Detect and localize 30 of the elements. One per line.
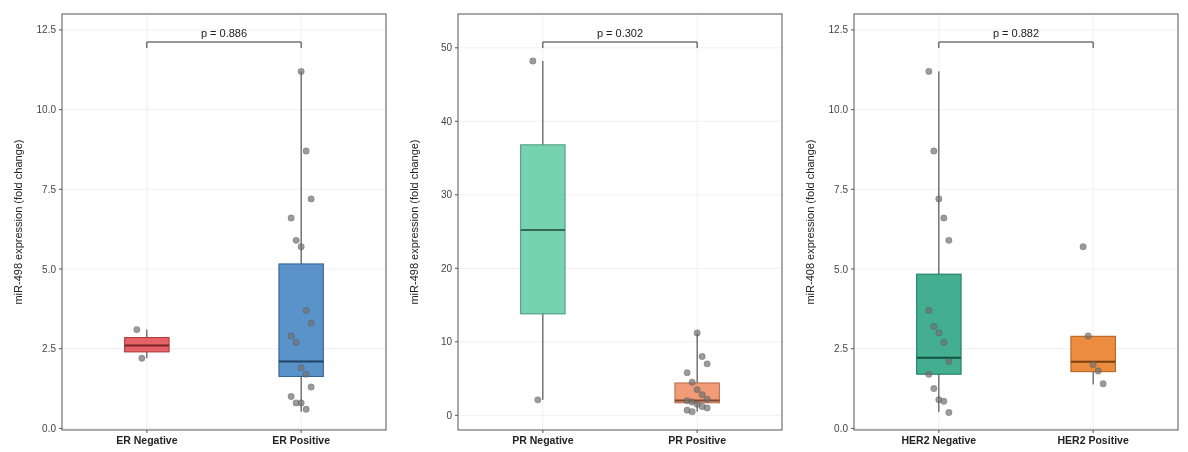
y-tick-label: 7.5 bbox=[42, 183, 57, 195]
y-tick-label: 5.0 bbox=[834, 263, 849, 275]
y-tick-label: 30 bbox=[440, 189, 453, 201]
x-tick-label: ER Negative bbox=[116, 434, 178, 446]
x-tick-label: ER Positive bbox=[272, 434, 331, 446]
y-tick-label: 2.5 bbox=[42, 343, 57, 355]
annotation: p = 0.882 bbox=[992, 27, 1040, 39]
annotation: p = 0.302 bbox=[596, 27, 644, 39]
x-tick-label: PR Negative bbox=[512, 434, 574, 446]
y-tick-label: 0.0 bbox=[834, 422, 849, 434]
y-tick-label: 2.5 bbox=[834, 343, 849, 355]
annotation: p = 0.886 bbox=[200, 27, 248, 39]
y-tick-label: 0 bbox=[446, 409, 453, 421]
y-axis-title: miR-498 expression (fold change) bbox=[408, 139, 420, 305]
x-tick-label: PR Positive bbox=[668, 434, 727, 446]
y-tick-label: 10 bbox=[440, 336, 453, 348]
y-tick-label: 0.0 bbox=[42, 422, 57, 434]
y-tick-label: 12.5 bbox=[828, 24, 849, 36]
y-tick-label: 7.5 bbox=[834, 183, 849, 195]
y-tick-label: 10.0 bbox=[828, 104, 849, 116]
y-tick-label: 10.0 bbox=[36, 104, 57, 116]
y-axis-title: miR-498 expression (fold change) bbox=[12, 139, 24, 305]
x-tick-label: HER2 Negative bbox=[901, 434, 977, 446]
y-tick-label: 40 bbox=[440, 115, 453, 127]
y-tick-label: 5.0 bbox=[42, 263, 57, 275]
y-tick-label: 50 bbox=[440, 42, 453, 54]
x-tick-label: HER2 Positive bbox=[1057, 434, 1129, 446]
y-tick-label: 12.5 bbox=[36, 24, 57, 36]
y-axis-title: miR-408 expression (fold change) bbox=[804, 139, 816, 305]
y-tick-label: 20 bbox=[440, 262, 453, 274]
